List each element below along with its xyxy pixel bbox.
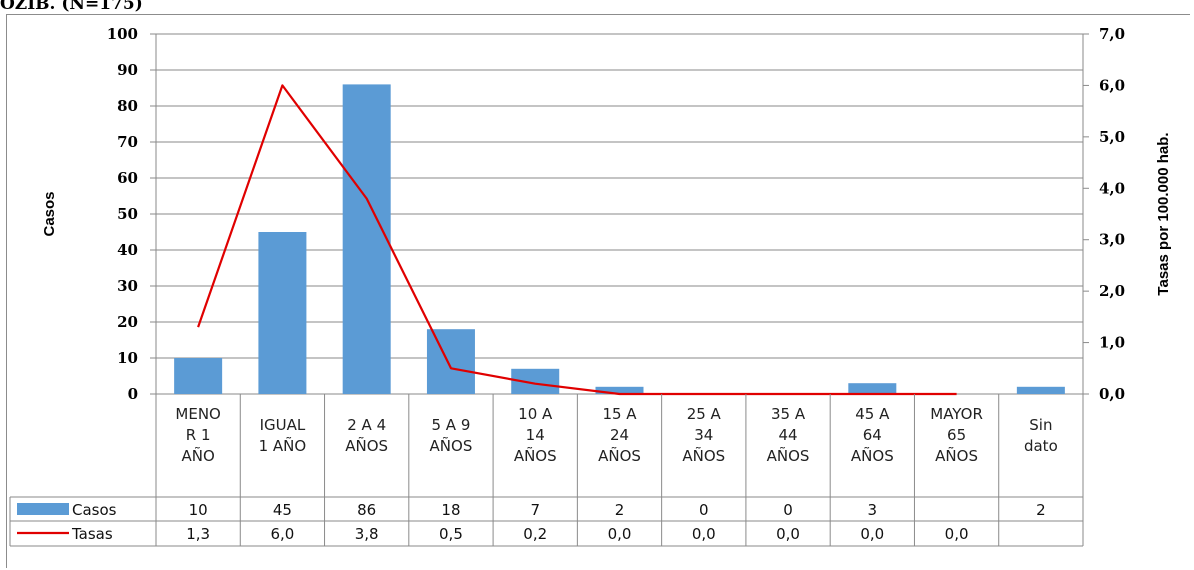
category-label: 1 AÑO [259,436,307,455]
bar-casos [426,329,475,394]
table-value-casos: 10 [189,501,208,519]
table-value-casos: 2 [1036,501,1046,519]
y2-axis-title: Tasas por 100.000 hab. [1155,132,1172,295]
y-tick-label: 0 [128,385,138,403]
y2-tick-label: 7,0 [1099,25,1125,43]
bar-casos [595,386,644,394]
table-value-casos: 7 [530,501,540,519]
table-value-tasas: 0,0 [860,525,884,543]
category-label: AÑOS [851,446,894,465]
line-tasas [197,84,957,396]
bar-casos [1016,386,1065,394]
category-label: 45 A [855,405,890,423]
category-label: Sin [1029,416,1052,434]
y-tick-label: 10 [117,349,138,367]
y-tick-label: 30 [117,277,138,295]
category-label: AÑOS [430,436,473,455]
y2-tick-label: 3,0 [1099,231,1125,249]
table-value-tasas: 0,0 [776,525,800,543]
table-value-tasas: 3,8 [355,525,379,543]
category-label: MAYOR [930,405,983,423]
category-label: 2 A 4 [347,416,386,434]
y-axis-title: Casos [41,191,58,236]
y-tick-label: 90 [117,61,138,79]
table-value-tasas: 0,0 [608,525,632,543]
category-label: dato [1024,437,1058,455]
category-label: 25 A [687,405,722,423]
category-label: 34 [694,426,713,444]
category-label: AÑOS [345,436,388,455]
category-label: AÑO [181,446,214,465]
category-label: 10 A [518,405,553,423]
bar-casos [848,383,897,394]
table-value-casos: 18 [441,501,460,519]
table-value-tasas: 0,0 [945,525,969,543]
table-value-tasas: 0,2 [523,525,547,543]
bar-casos [174,358,223,394]
category-label: AÑOS [682,446,725,465]
category-label: 15 A [602,405,637,423]
table-value-tasas: 6,0 [270,525,294,543]
table-value-tasas: 0,0 [692,525,716,543]
category-label: MENO [175,405,220,423]
y-tick-label: 80 [117,97,138,115]
legend-label-tasas: Tasas [71,525,113,543]
table-value-tasas: 1,3 [186,525,210,543]
y-tick-label: 40 [117,241,138,259]
y-tick-label: 100 [107,25,138,43]
table-value-casos: 2 [615,501,625,519]
category-label: AÑOS [767,446,810,465]
table-value-tasas: 0,5 [439,525,463,543]
category-label: AÑOS [598,446,641,465]
y2-tick-label: 0,0 [1099,385,1125,403]
table-value-casos: 0 [699,501,709,519]
y-tick-label: 20 [117,313,138,331]
category-label: 65 [947,426,966,444]
bar-casos [342,84,391,395]
y-tick-label: 50 [117,205,138,223]
table-value-casos: 45 [273,501,292,519]
y-tick-label: 60 [117,169,138,187]
y2-tick-label: 4,0 [1099,179,1125,197]
category-label: R 1 [186,426,211,444]
category-label: 35 A [771,405,806,423]
y2-tick-label: 2,0 [1099,282,1125,300]
bar-casos [258,232,307,394]
y2-tick-label: 6,0 [1099,76,1125,94]
y-tick-label: 70 [117,133,138,151]
category-label: 64 [863,426,882,444]
category-label: 24 [610,426,629,444]
chart-caption: OZIB. (N=175) [0,0,143,14]
category-label: 5 A 9 [432,416,471,434]
category-label: 44 [778,426,797,444]
legend-swatch-casos [17,503,69,515]
category-label: AÑOS [514,446,557,465]
chart-frame [6,14,1190,568]
table-value-casos: 0 [783,501,793,519]
category-label: AÑOS [935,446,978,465]
y2-tick-label: 5,0 [1099,128,1125,146]
category-label: IGUAL [260,416,306,434]
table-value-casos: 3 [868,501,878,519]
category-label: 14 [526,426,545,444]
table-value-casos: 86 [357,501,376,519]
legend-label-casos: Casos [72,501,117,519]
y2-tick-label: 1,0 [1099,334,1125,352]
